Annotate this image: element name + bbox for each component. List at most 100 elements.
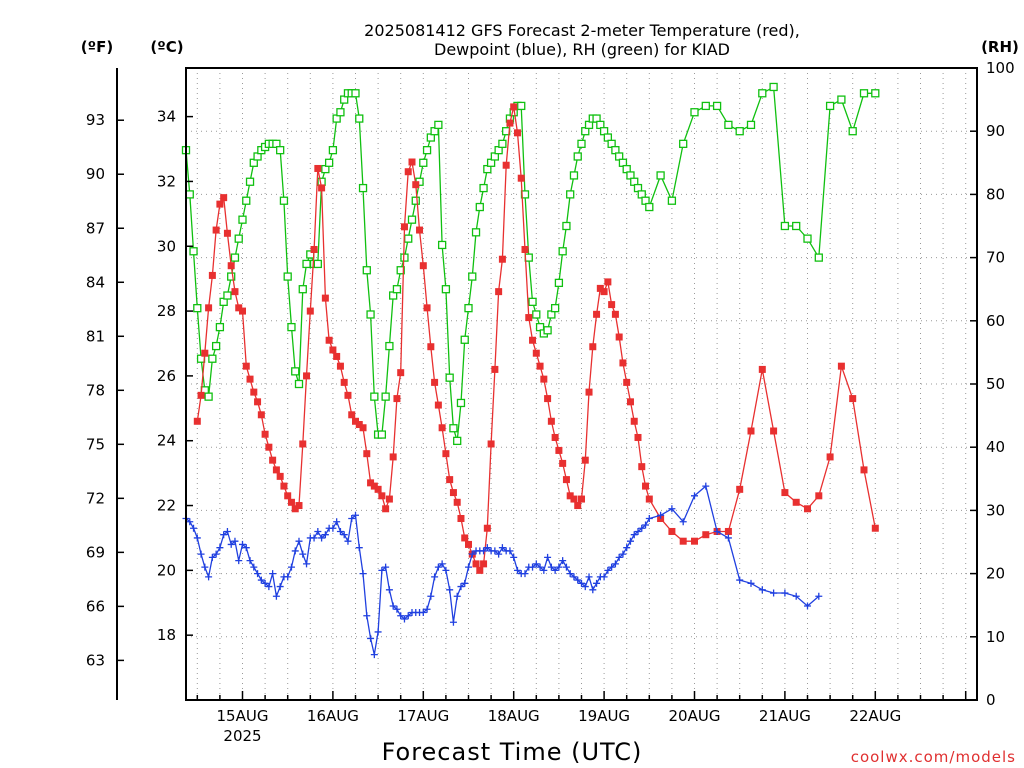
temperature-point — [736, 485, 744, 493]
temperature-point — [593, 310, 601, 318]
dewpoint-point — [626, 537, 634, 545]
temperature-point — [849, 395, 857, 403]
rh-point — [679, 139, 688, 148]
temperature-point — [269, 456, 277, 464]
rh-point — [245, 177, 255, 186]
temperature-point — [389, 453, 397, 461]
temperature-point — [453, 498, 461, 506]
rh-point — [859, 89, 869, 98]
dewpoint-point — [491, 547, 499, 555]
temperature-point — [600, 288, 608, 296]
rh-point — [724, 120, 733, 130]
dewpoint-point — [513, 566, 521, 574]
temperature-point — [804, 505, 811, 513]
temperature-point — [239, 307, 246, 315]
rh-point — [317, 177, 326, 186]
temperature-point — [574, 502, 582, 510]
dewpoint-point — [566, 570, 574, 578]
rh-point — [193, 304, 202, 313]
temperature-point — [254, 398, 262, 406]
dewpoint-point — [382, 563, 390, 571]
dewpoint-point — [804, 602, 811, 610]
temperature-point — [544, 395, 552, 403]
rh-point — [324, 158, 334, 167]
dewpoint-point — [385, 586, 393, 594]
temperature-point — [246, 375, 254, 383]
dewpoint-point — [593, 579, 601, 587]
rh-tick-label: 40 — [986, 438, 1005, 456]
dewpoint-point — [792, 592, 800, 600]
dewpoint-point — [446, 586, 454, 594]
dewpoint-point — [532, 560, 540, 568]
rh-point — [385, 341, 394, 351]
rh-point — [712, 101, 722, 111]
temperature-point — [608, 301, 616, 309]
temperature-point — [318, 184, 326, 192]
rh-point — [298, 285, 307, 294]
rh-point — [223, 291, 232, 300]
dewpoint-point — [724, 534, 732, 542]
celsius-tick-label: 34 — [157, 108, 176, 126]
temperature-point — [483, 524, 491, 532]
dewpoint-point — [570, 573, 578, 581]
temperature-point — [525, 314, 533, 322]
dewpoint-point — [536, 563, 544, 571]
rh-point — [825, 101, 835, 111]
dewpoint-point — [329, 524, 337, 532]
rh-tick-label: 70 — [986, 249, 1005, 267]
dewpoint-point — [208, 553, 216, 561]
temperature-point — [626, 398, 634, 406]
rh-point — [291, 367, 300, 376]
rh-point — [441, 285, 451, 294]
temperature-point — [604, 278, 612, 286]
rh-point — [215, 322, 225, 332]
rh-point — [471, 228, 481, 237]
dewpoint-point — [551, 566, 559, 574]
temperature-point — [668, 527, 676, 535]
rh-point — [554, 278, 564, 288]
dewpoint-point — [611, 560, 619, 568]
celsius-unit: (ºC) — [150, 38, 183, 56]
rh-point — [377, 430, 387, 439]
temperature-point — [306, 307, 314, 315]
temperature-point — [299, 440, 307, 448]
dewpoint-point — [378, 566, 386, 574]
temperature-point — [570, 495, 578, 503]
temperature-series — [193, 103, 879, 574]
dewpoint-point — [321, 531, 329, 539]
rh-point — [445, 373, 454, 382]
rh-tick-label: 80 — [986, 185, 1005, 203]
dewpoint-point — [702, 482, 710, 490]
dewpoint-point — [367, 634, 375, 642]
rh-point — [449, 424, 458, 433]
rh-point — [735, 127, 744, 136]
dewpoint-point — [397, 612, 405, 620]
credit-text: coolwx.com/models — [851, 748, 1016, 766]
dewpoint-point — [736, 576, 744, 584]
temperature-point — [513, 129, 521, 137]
temperature-point — [272, 466, 280, 474]
temperature-point — [344, 391, 352, 399]
temperature-point — [359, 424, 367, 432]
dewpoint-point — [578, 579, 585, 587]
dewpoint-point — [370, 651, 378, 659]
dewpoint-point — [314, 527, 322, 535]
temperature-point — [363, 450, 371, 458]
dewpoint-point — [480, 547, 488, 555]
temperature-point — [310, 245, 318, 253]
fahrenheit-tick-label: 63 — [86, 651, 105, 669]
temperature-point — [193, 417, 201, 425]
rh-point — [234, 234, 243, 243]
dewpoint-point — [457, 583, 465, 591]
temperature-point — [397, 369, 405, 377]
temperature-point — [551, 433, 559, 441]
temperature-point — [449, 489, 457, 497]
temperature-point — [355, 421, 363, 429]
rh-unit: (RH) — [981, 38, 1019, 56]
dewpoint-point — [246, 557, 254, 565]
temperature-point — [280, 482, 288, 490]
dewpoint-point — [465, 563, 472, 571]
dewpoint-point — [223, 527, 231, 535]
temperature-point — [562, 476, 570, 484]
temperature-point — [393, 395, 401, 403]
